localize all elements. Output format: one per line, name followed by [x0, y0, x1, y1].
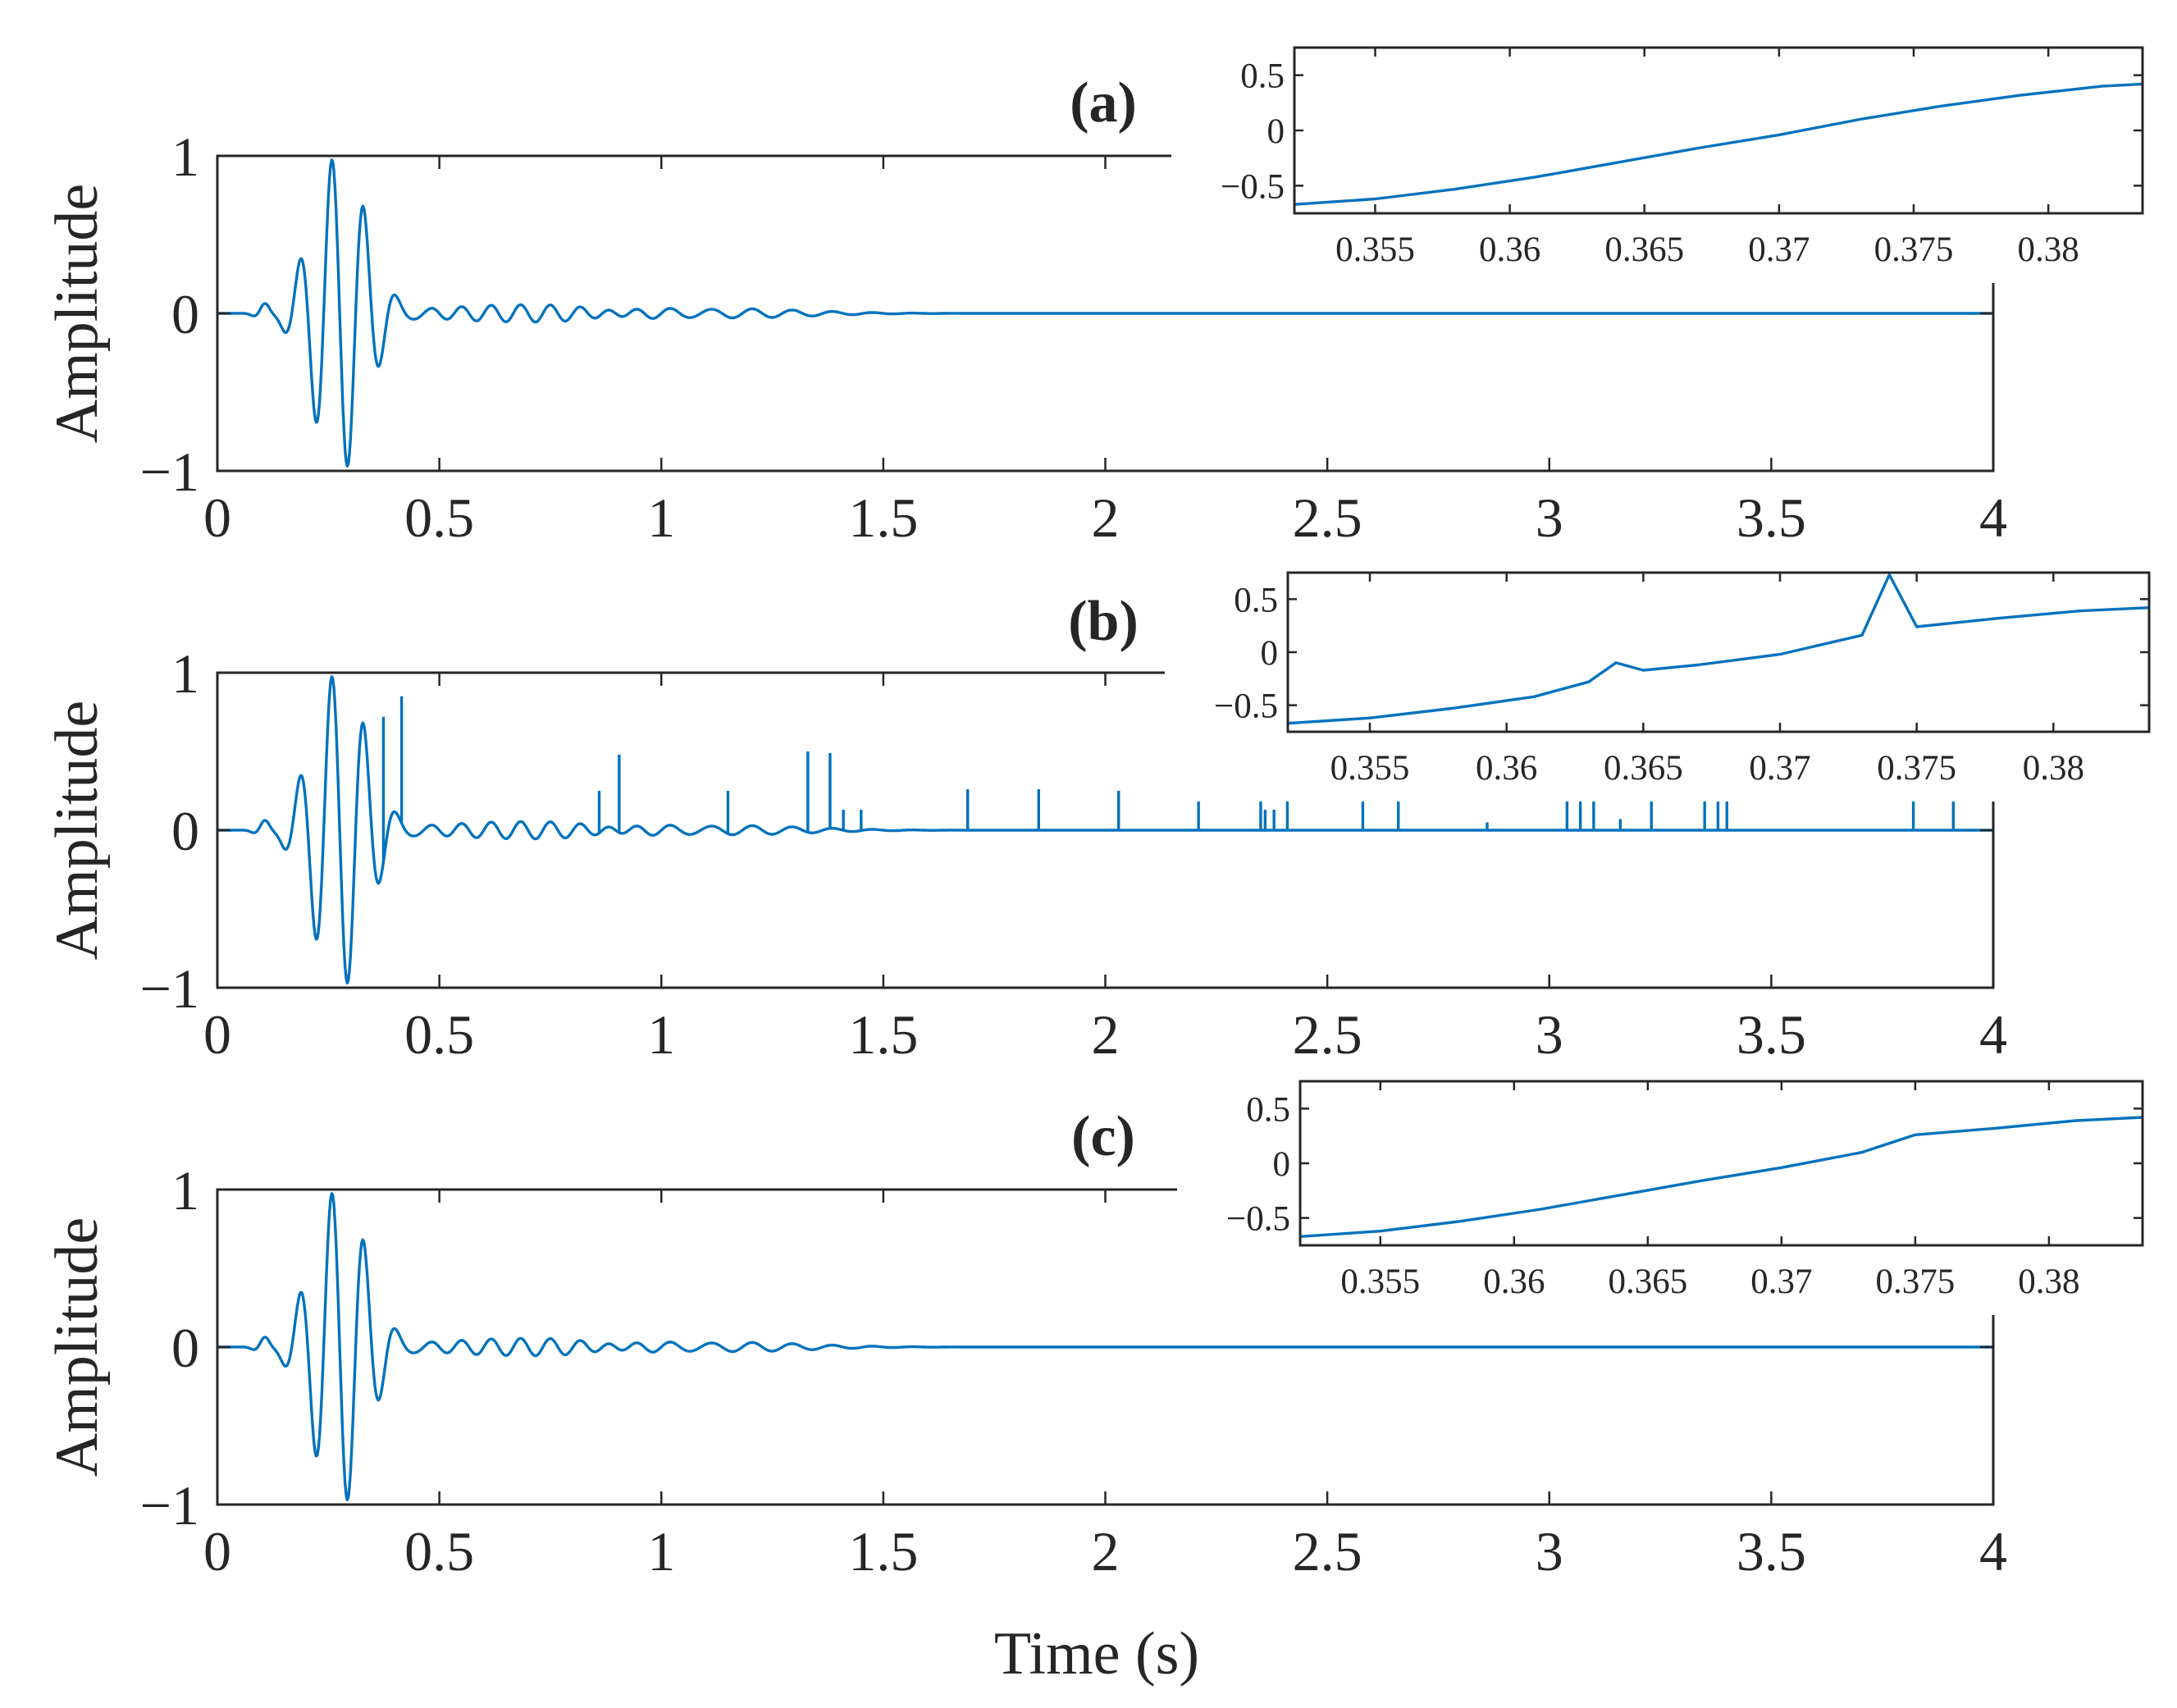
inset-x-tick-label: 0.355 — [1330, 749, 1410, 788]
inset-y-tick-label: −0.5 — [1226, 1200, 1290, 1239]
x-tick-label: 2 — [1092, 1520, 1120, 1582]
y-tick-label: 1 — [171, 126, 199, 188]
inset-x-tick-label: 0.37 — [1750, 1263, 1812, 1301]
inset-x-tick-label: 0.37 — [1748, 231, 1810, 269]
inset-y-tick-label: 0 — [1273, 1145, 1291, 1184]
inset-x-tick-label: 0.36 — [1479, 231, 1540, 269]
inset-background — [1177, 1073, 2151, 1315]
inset-y-tick-label: −0.5 — [1221, 167, 1285, 206]
inset-x-tick-label: 0.375 — [1875, 1263, 1955, 1301]
inset-trace — [1294, 82, 2143, 206]
x-axis-label: Time (s) — [994, 1620, 1199, 1687]
y-tick-label: 1 — [171, 1159, 199, 1222]
inset-c: 0.355 0.36 0.365 0.37 0.375 0.38 −0.5 0 0.5 — [1177, 1073, 2151, 1315]
signal-trace — [217, 1192, 1994, 1501]
signal-trace — [217, 675, 1994, 984]
x-tick-label: 1 — [647, 486, 675, 549]
inset-background — [1171, 39, 2151, 283]
inset-b: 0.355 0.36 0.365 0.37 0.375 0.38 −0.5 0 0.5 — [1165, 564, 2157, 801]
inset-x-tick-label: 0.38 — [2018, 1263, 2079, 1301]
x-tick-label: 4 — [1979, 1520, 2007, 1582]
x-tick-label: 0 — [203, 1520, 231, 1582]
y-tick-label: 0 — [171, 800, 199, 862]
inset-trace — [1287, 573, 2150, 725]
x-tick-label: 4 — [1979, 1003, 2007, 1066]
x-tick-label: 0 — [203, 1003, 231, 1066]
inset-x-tick-label: 0.37 — [1749, 749, 1810, 788]
x-tick-label: 1.5 — [848, 486, 918, 549]
panel-label: (c) — [1071, 1105, 1135, 1168]
x-tick-label: 0.5 — [404, 1003, 474, 1066]
panel-label: (b) — [1068, 590, 1139, 653]
x-tick-label: 1.5 — [848, 1003, 918, 1066]
inset-x-tick-label: 0.375 — [1874, 231, 1954, 269]
inset-background — [1165, 564, 2157, 801]
inset-x-tick-label: 0.365 — [1608, 1263, 1687, 1301]
inset-y-tick-label: 0.5 — [1234, 581, 1278, 619]
x-tick-label: 2.5 — [1293, 1003, 1362, 1066]
x-tick-label: 0.5 — [404, 1520, 474, 1582]
signal-trace — [217, 158, 1994, 468]
x-tick-label: 0.5 — [404, 486, 474, 549]
x-tick-label: 3.5 — [1737, 486, 1806, 549]
panel-label: (a) — [1070, 71, 1137, 135]
x-tick-label: 0 — [203, 486, 231, 549]
inset-x-tick-label: 0.375 — [1877, 749, 1956, 788]
inset-trace — [1299, 1116, 2143, 1238]
inset-x-tick-label: 0.365 — [1604, 231, 1684, 269]
x-tick-label: 1 — [647, 1003, 675, 1066]
inset-x-tick-label: 0.38 — [2023, 749, 2084, 788]
inset-y-tick-label: 0 — [1261, 634, 1279, 673]
y-tick-label: 1 — [171, 642, 199, 705]
x-tick-label: 3 — [1536, 486, 1563, 549]
inset-y-tick-label: 0.5 — [1240, 57, 1285, 96]
y-tick-label: 0 — [171, 1317, 199, 1379]
inset-x-tick-label: 0.36 — [1483, 1263, 1545, 1301]
y-tick-label: −1 — [140, 441, 199, 503]
y-axis-label: Amplitude — [43, 701, 111, 961]
inset-y-tick-label: −0.5 — [1214, 687, 1278, 726]
inset-x-tick-label: 0.38 — [2017, 231, 2079, 269]
inset-a: 0.355 0.36 0.365 0.37 0.375 0.38 −0.5 0 0.5 — [1171, 39, 2151, 283]
x-tick-label: 2 — [1092, 486, 1120, 549]
x-tick-label: 2 — [1092, 1003, 1120, 1066]
inset-x-tick-label: 0.365 — [1604, 749, 1683, 788]
inset-x-tick-label: 0.36 — [1476, 749, 1537, 788]
inset-x-tick-label: 0.355 — [1340, 1263, 1420, 1301]
x-tick-label: 3 — [1536, 1520, 1563, 1582]
x-tick-label: 2.5 — [1293, 1520, 1362, 1582]
y-tick-label: −1 — [140, 957, 199, 1020]
inset-x-tick-label: 0.355 — [1335, 231, 1415, 269]
y-axis-label: Amplitude — [43, 184, 111, 444]
x-tick-label: 3.5 — [1737, 1520, 1806, 1582]
inset-y-tick-label: 0.5 — [1246, 1090, 1290, 1129]
x-tick-label: 3 — [1536, 1003, 1563, 1066]
x-tick-label: 3.5 — [1737, 1003, 1806, 1066]
y-axis-label: Amplitude — [43, 1217, 111, 1477]
x-tick-label: 4 — [1979, 486, 2007, 549]
x-tick-label: 1.5 — [848, 1520, 918, 1582]
y-tick-label: −1 — [140, 1474, 199, 1537]
inset-y-tick-label: 0 — [1267, 112, 1285, 151]
x-tick-label: 2.5 — [1293, 486, 1362, 549]
y-tick-label: 0 — [171, 283, 199, 345]
x-tick-label: 1 — [647, 1520, 675, 1582]
